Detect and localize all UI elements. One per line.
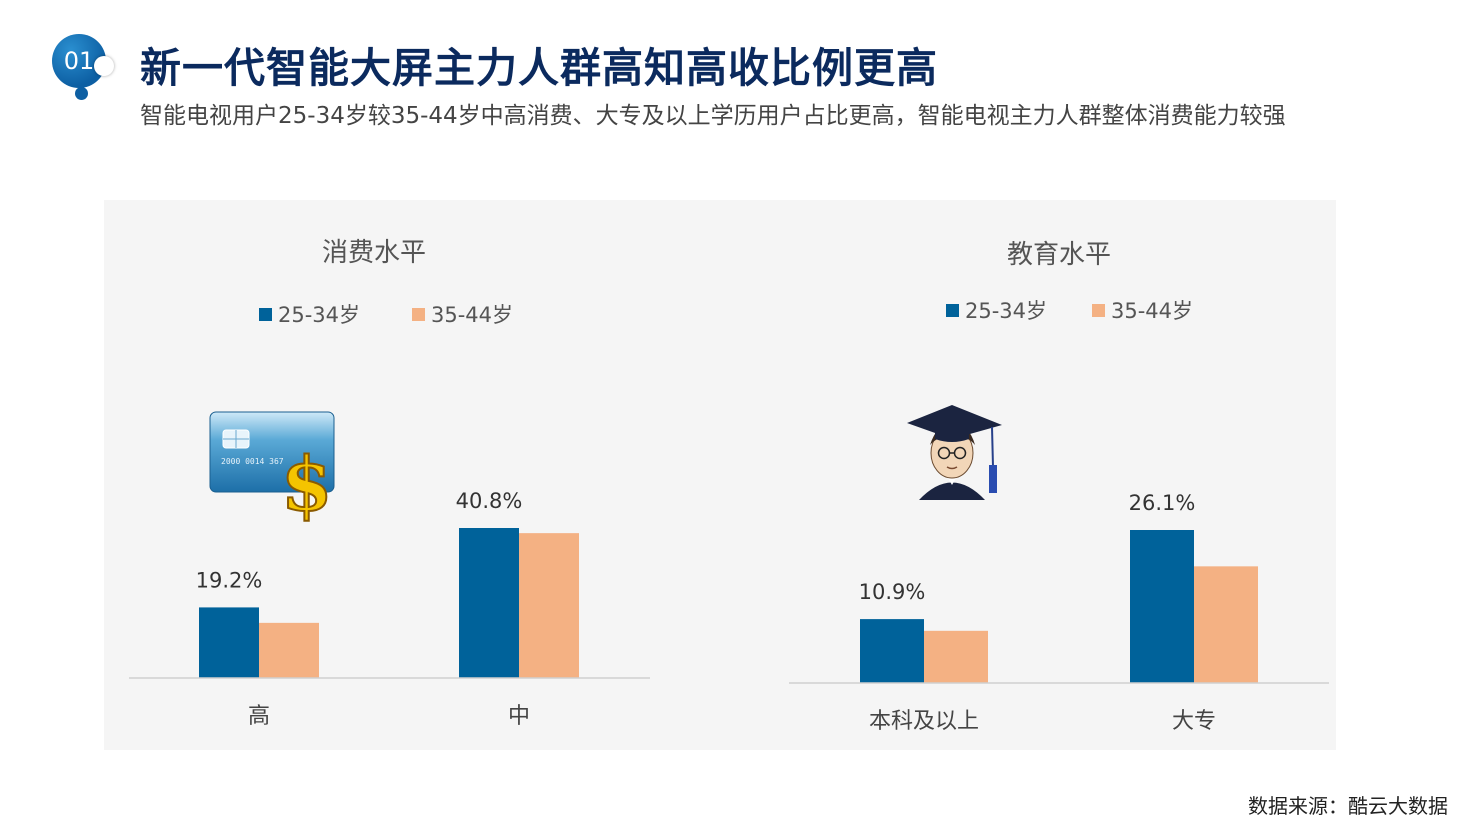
bar-series-b-0: [259, 622, 319, 678]
credit-card-dollar-icon: 2000 0014 367 $: [209, 411, 335, 529]
bar-series-b-1: [1194, 566, 1258, 683]
bar-series-a-0: [860, 619, 924, 683]
bar-series-a-1: [459, 528, 519, 678]
data-label: 19.2%: [196, 568, 263, 592]
bar-series-b-1: [519, 533, 579, 678]
data-label: 26.1%: [1129, 491, 1196, 515]
category-label: 中: [508, 704, 530, 729]
legend-swatch-series-a: [259, 308, 272, 321]
category-label: 大专: [1172, 709, 1216, 734]
chart-bars: 10.9% 26.1%: [859, 491, 1258, 683]
badge-decoration-dot: [94, 56, 114, 76]
legend-label: 35-44岁: [431, 303, 513, 327]
legend-swatch-series-a: [946, 304, 959, 317]
graduate-student-icon: [907, 405, 1002, 500]
bar-series-a-1: [1130, 530, 1194, 683]
page-title: 新一代智能大屏主力人群高知高收比例更高: [140, 44, 938, 92]
legend-swatch-series-b: [1092, 304, 1105, 317]
chart-title: 教育水平: [1007, 240, 1111, 270]
page-subtitle: 智能电视用户25-34岁较35-44岁中高消费、大专及以上学历用户占比更高，智能…: [140, 103, 1286, 129]
chart-consumption: 消费水平 25-34岁 35-44岁: [129, 238, 650, 729]
chart-title: 消费水平: [322, 238, 426, 268]
data-label: 10.9%: [859, 580, 926, 604]
category-label: 本科及以上: [869, 709, 979, 734]
legend-label: 35-44岁: [1111, 299, 1193, 323]
chart-bars: 19.2% 40.8%: [196, 489, 579, 678]
data-label: 40.8%: [456, 489, 523, 513]
x-axis-labels: 高 中: [248, 704, 530, 729]
legend-swatch-series-b: [412, 308, 425, 321]
section-badge: 01: [50, 30, 120, 105]
category-label: 高: [248, 704, 270, 729]
data-source: 数据来源：酷云大数据: [1248, 794, 1448, 818]
legend-label: 25-34岁: [965, 299, 1047, 323]
x-axis-labels: 本科及以上 大专: [869, 709, 1216, 734]
chart-legend: 25-34岁 35-44岁: [259, 303, 513, 327]
chart-panel: 消费水平 25-34岁 35-44岁: [104, 200, 1336, 750]
bar-series-a-0: [199, 607, 259, 678]
bar-series-b-0: [924, 630, 988, 683]
legend-label: 25-34岁: [278, 303, 360, 327]
svg-text:$: $: [281, 442, 333, 528]
chart-legend: 25-34岁 35-44岁: [946, 299, 1193, 323]
charts-canvas: 消费水平 25-34岁 35-44岁: [129, 238, 1329, 734]
chart-education: 教育水平 25-34岁 35-44岁: [789, 240, 1329, 734]
badge-decoration-dot-bottom: [75, 87, 88, 100]
svg-text:2000 0014 367: 2000 0014 367: [221, 457, 284, 466]
